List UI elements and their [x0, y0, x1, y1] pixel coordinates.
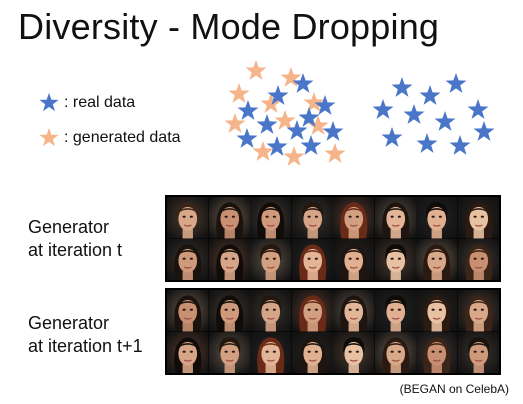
real-star-icon [292, 73, 314, 93]
face-thumbnail [208, 331, 250, 373]
generator-t1-label: Generator at iteration t+1 [28, 313, 143, 356]
real-star-icon [237, 100, 259, 120]
face-thumbnail [333, 197, 375, 239]
face-thumbnail [291, 238, 333, 280]
generated-star-icon [252, 141, 274, 161]
legend-generated-label: : generated data [64, 129, 181, 146]
caption: (BEGAN on CelebA) [399, 382, 509, 396]
face-thumbnail [457, 197, 499, 239]
faces-grid-iteration-t [165, 195, 501, 282]
face-thumbnail [208, 197, 250, 239]
real-star-icon [381, 127, 403, 147]
real-star-icon [403, 104, 425, 124]
face-thumbnail [208, 238, 250, 280]
real-star-icon [298, 107, 320, 127]
face-thumbnail [167, 197, 209, 239]
face-thumbnail [167, 238, 209, 280]
face-thumbnail [416, 197, 458, 239]
real-star-icon [445, 73, 467, 93]
real-star-cluster [372, 73, 495, 155]
generated-star-icon [283, 146, 305, 166]
face-thumbnail [374, 238, 416, 280]
slide-title: Diversity - Mode Dropping [18, 6, 440, 47]
real-star-icon [467, 99, 489, 119]
real-star-icon [372, 99, 394, 119]
generated-star-icon [224, 113, 246, 133]
face-thumbnail [416, 238, 458, 280]
real-star-icon [300, 135, 322, 155]
real-star-icon [322, 121, 344, 141]
generator-t-label: Generator at iteration t [28, 217, 123, 260]
face-thumbnail [416, 290, 458, 332]
real-star-icon [267, 85, 289, 105]
real-star-icon [473, 121, 495, 141]
generated-star-icon [303, 92, 325, 112]
real-star-icon [391, 77, 413, 97]
face-thumbnail [250, 331, 292, 373]
face-thumbnail [374, 197, 416, 239]
real-star-icon [256, 114, 278, 134]
real-star-icon [236, 128, 258, 148]
orange-star-icon [39, 127, 59, 147]
face-thumbnail [291, 290, 333, 332]
generated-star-icon [274, 110, 296, 130]
face-thumbnail [167, 290, 209, 332]
face-thumbnail [250, 238, 292, 280]
blue-star-icon [39, 92, 59, 112]
generated-star-icon [324, 143, 346, 163]
generated-star-icon [228, 83, 250, 103]
real-star-icon [419, 85, 441, 105]
real-star-icon [434, 111, 456, 131]
face-thumbnail [333, 331, 375, 373]
real-star-icon [416, 133, 438, 153]
legend-real: : real data [38, 92, 135, 114]
face-thumbnail [250, 290, 292, 332]
legend-generated: : generated data [38, 127, 181, 149]
generated-star-icon [245, 60, 267, 80]
face-thumbnail [457, 290, 499, 332]
face-thumbnail [457, 331, 499, 373]
face-thumbnail [416, 331, 458, 373]
generated-star-icon [260, 93, 282, 113]
face-thumbnail [250, 197, 292, 239]
generated-star-icon [307, 115, 329, 135]
generated-star-icon [280, 67, 302, 87]
face-thumbnail [333, 290, 375, 332]
faces-grid-iteration-t1 [165, 288, 501, 375]
real-star-icon [286, 120, 308, 140]
real-star-icon [449, 135, 471, 155]
face-thumbnail [167, 331, 209, 373]
face-thumbnail [291, 331, 333, 373]
face-thumbnail [208, 290, 250, 332]
real-star-icon [314, 95, 336, 115]
face-thumbnail [333, 238, 375, 280]
face-thumbnail [291, 197, 333, 239]
face-thumbnail [374, 290, 416, 332]
face-thumbnail [457, 238, 499, 280]
real-star-icon [266, 136, 288, 156]
face-thumbnail [374, 331, 416, 373]
legend-real-label: : real data [64, 94, 136, 111]
mixed-star-cluster [224, 60, 346, 166]
